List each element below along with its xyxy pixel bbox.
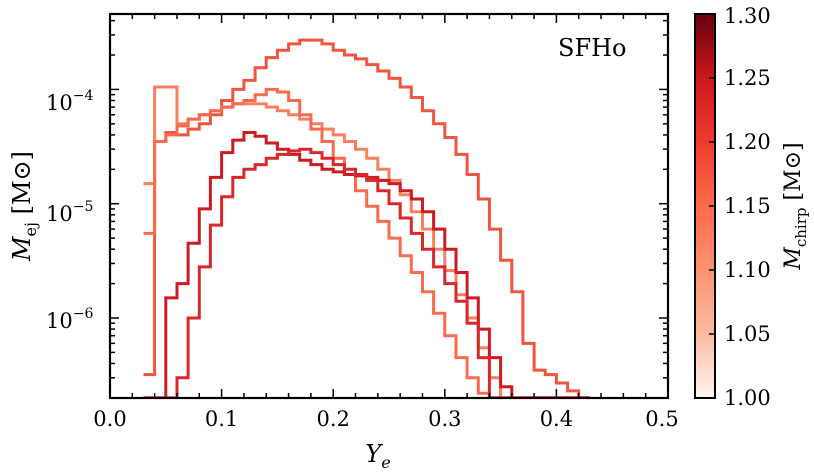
y-tick-label-base: 10 <box>46 309 73 333</box>
colorbar-ticks <box>709 13 715 399</box>
y-axis-title: Mej [M⊙] <box>8 151 40 262</box>
colorbar-title: Mchirp [M⊙] <box>781 142 810 270</box>
series-line-0 <box>143 38 590 398</box>
y-tick-label: 10−4 <box>46 88 93 115</box>
y-tick-label: 10−6 <box>46 306 93 333</box>
x-tick-label: 0.1 <box>205 407 238 431</box>
x-tick-label: 0.0 <box>93 407 126 431</box>
colorbar-tick-label: 1.05 <box>724 322 771 346</box>
colorbar-tick-label: 1.00 <box>724 386 771 410</box>
ticks-layer <box>109 14 669 399</box>
y-tick-labels: 10−6 10−5 10−4 <box>46 88 93 333</box>
x-axis-title: Ye <box>365 440 390 472</box>
x-tick-label: 0.5 <box>645 407 678 431</box>
series-layer <box>143 38 590 398</box>
colorbar-tick-label: 1.25 <box>724 66 771 90</box>
y-tick-label-exponent: −5 <box>73 199 94 215</box>
x-tick-labels: 0.0 0.1 0.2 0.3 0.4 0.5 <box>93 407 678 431</box>
colorbar-tick-labels: 1.00 1.05 1.10 1.15 1.20 1.25 1.30 <box>724 4 771 410</box>
eos-label: SFHo <box>558 34 626 62</box>
colorbar-tick-label: 1.30 <box>724 4 771 28</box>
y-tick-label-exponent: −6 <box>73 306 94 322</box>
x-tick-label: 0.3 <box>428 407 461 431</box>
colorbar-tick-label: 1.20 <box>724 130 771 154</box>
y-tick-label-base: 10 <box>46 91 73 115</box>
x-tick-label: 0.4 <box>540 407 573 431</box>
y-tick-label-exponent: −4 <box>73 88 94 104</box>
y-tick-label: 10−5 <box>46 199 93 226</box>
colorbar-tick-label: 1.10 <box>724 258 771 282</box>
series-line-4 <box>143 147 590 398</box>
plot-frame <box>108 12 670 400</box>
x-tick-label: 0.2 <box>316 407 349 431</box>
y-tick-label-base: 10 <box>46 202 73 226</box>
colorbar-tick-label: 1.15 <box>724 194 771 218</box>
